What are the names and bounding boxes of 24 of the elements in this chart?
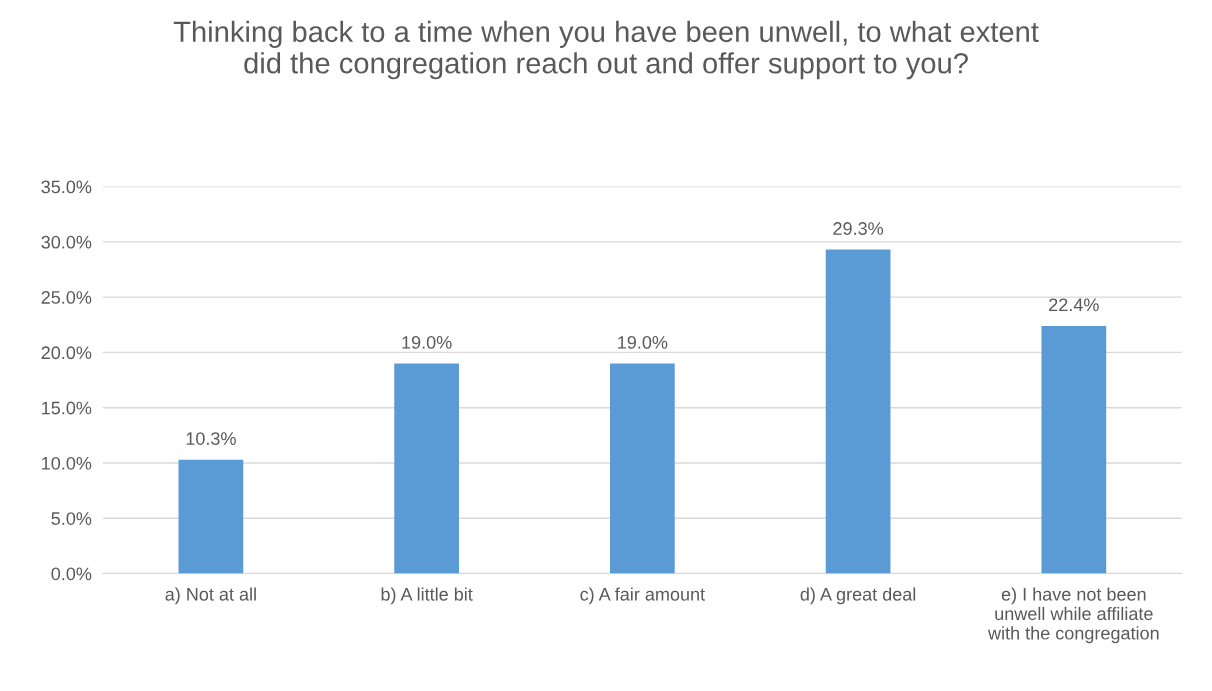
y-tick-label: 0.0%	[51, 567, 92, 581]
bar	[825, 249, 891, 574]
data-label: 10.3%	[186, 432, 236, 445]
y-tick-label: 10.0%	[42, 456, 92, 470]
data-label: 22.4%	[1049, 298, 1099, 312]
x-tick-label: d) A great deal	[800, 587, 916, 605]
bar	[1041, 325, 1107, 574]
bar	[178, 459, 244, 574]
y-tick-label: 30.0%	[41, 235, 92, 249]
y-tick-label: 15.0%	[42, 401, 92, 415]
x-tick-label: c) A fair amount	[580, 587, 705, 605]
x-tick-label: b) A little bit	[381, 587, 473, 605]
y-tick-label: 5.0%	[51, 512, 92, 525]
data-label: 29.3%	[833, 222, 884, 235]
y-tick-label: 20.0%	[41, 346, 92, 360]
bar	[610, 363, 675, 574]
x-tick-label: a) Not at all	[165, 587, 256, 605]
bar	[394, 363, 459, 574]
x-tick-label: e) I have not been unwell while affiliate with the congregation	[987, 587, 1159, 644]
y-tick-label: 25.0%	[41, 291, 92, 304]
data-label: 19.0%	[402, 336, 452, 349]
data-label: 19.0%	[618, 336, 668, 349]
chart-title: Thinking back to a time when you have been unwell, to what extent did the congregation reach out and offer support to you?	[173, 20, 1039, 80]
y-tick-label: 35.0%	[41, 180, 92, 194]
